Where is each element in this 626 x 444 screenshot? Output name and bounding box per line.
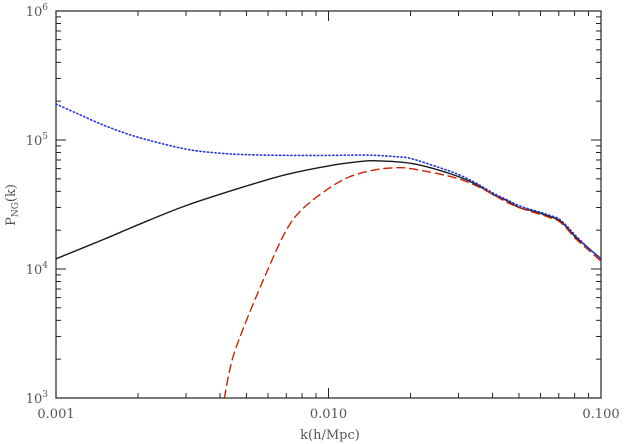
series-layer (55, 103, 602, 399)
y-axis-label: PNG(k) (4, 184, 21, 226)
y-tick-label: 104 (26, 261, 49, 278)
plot-frame (55, 10, 602, 399)
y-tick-label-base: 10 (26, 134, 43, 149)
y-tick-label: 105 (26, 132, 49, 149)
x-axis-label: k(h/Mpc) (300, 428, 360, 443)
y-tick-label-base: 10 (26, 263, 43, 278)
y-tick-label: 106 (26, 3, 49, 20)
axis-ticks (55, 10, 601, 399)
y-tick-label-exponent: 5 (42, 132, 48, 142)
y-tick-label-base: 10 (26, 5, 43, 20)
y-axis-label-subscript: NG (11, 202, 21, 217)
x-tick-label: 0.010 (310, 407, 347, 422)
y-tick-label-base: 10 (26, 392, 43, 407)
series-line-1-solid (55, 159, 602, 260)
x-tick-label: 0.001 (37, 407, 74, 422)
y-tick-label-exponent: 4 (42, 261, 48, 271)
y-tick-label-exponent: 3 (42, 390, 48, 400)
y-axis-label-suffix: (k) (4, 184, 19, 202)
series-line-3-dotted (55, 103, 602, 260)
x-tick-label: 0.100 (582, 407, 619, 422)
y-tick-label-exponent: 6 (42, 3, 48, 13)
y-tick-label: 103 (26, 390, 49, 407)
y-axis-label-main: P (4, 217, 19, 226)
series-line-2-dashed (223, 166, 602, 399)
